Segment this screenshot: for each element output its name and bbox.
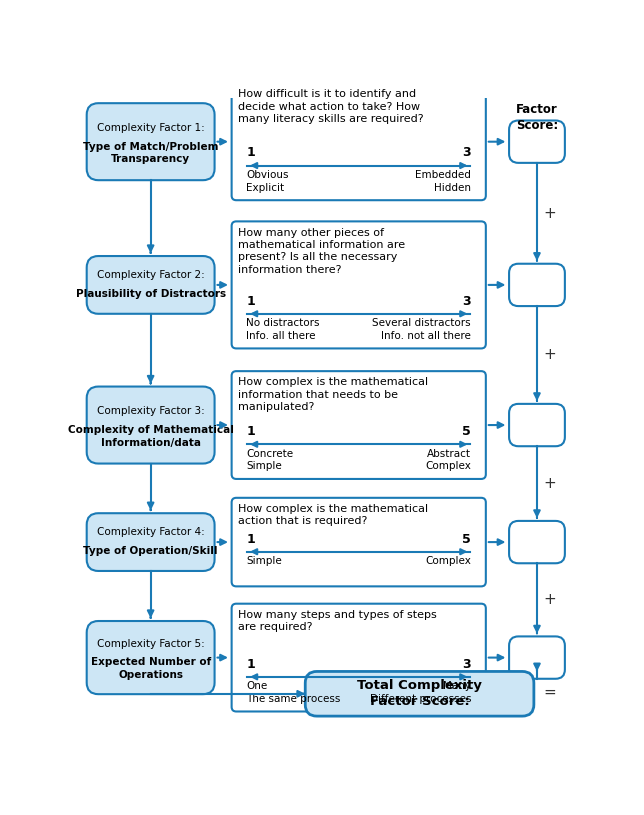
Text: Complexity Factor 2:: Complexity Factor 2: [97,270,205,280]
FancyBboxPatch shape [87,513,214,571]
Text: Many
Different processes: Many Different processes [370,681,471,704]
Text: +: + [543,347,556,363]
FancyBboxPatch shape [305,672,534,716]
Text: How complex is the mathematical
information that needs to be
manipulated?: How complex is the mathematical informat… [238,377,428,412]
Text: 1: 1 [247,658,255,671]
Text: 5: 5 [462,532,471,545]
Text: Factor
Score:: Factor Score: [516,104,558,132]
FancyBboxPatch shape [87,104,214,180]
Text: 1: 1 [247,295,255,307]
Text: Complex: Complex [425,557,471,566]
FancyBboxPatch shape [232,371,486,479]
FancyBboxPatch shape [232,83,486,200]
Text: Complexity Factor 3:: Complexity Factor 3: [97,406,205,416]
FancyBboxPatch shape [87,256,214,314]
Text: +: + [543,476,556,491]
Text: 3: 3 [462,147,471,160]
FancyBboxPatch shape [509,264,565,306]
FancyBboxPatch shape [87,386,214,464]
Text: Obvious
Explicit: Obvious Explicit [247,170,289,192]
Text: Abstract
Complex: Abstract Complex [425,449,471,471]
Text: Complexity Factor 1:: Complexity Factor 1: [97,123,205,133]
Text: Simple: Simple [247,557,282,566]
FancyBboxPatch shape [509,404,565,447]
FancyBboxPatch shape [509,521,565,563]
Text: Complexity of Mathematical
Information/data: Complexity of Mathematical Information/d… [68,425,234,447]
Text: Complexity Factor 4:: Complexity Factor 4: [97,526,205,537]
Text: Embedded
Hidden: Embedded Hidden [415,170,471,192]
Text: 3: 3 [462,658,471,671]
Text: 1: 1 [247,425,255,438]
Text: 1: 1 [247,532,255,545]
Text: Plausibility of Distractors: Plausibility of Distractors [75,289,225,298]
FancyBboxPatch shape [87,621,214,694]
Text: +: + [543,206,556,221]
FancyBboxPatch shape [509,121,565,163]
Text: No distractors
Info. all there: No distractors Info. all there [247,319,320,341]
Text: Expected Number of
Operations: Expected Number of Operations [91,658,211,680]
Text: 3: 3 [462,295,471,307]
Text: =: = [543,685,556,700]
Text: How difficult is it to identify and
decide what action to take? How
many literac: How difficult is it to identify and deci… [238,90,424,124]
Text: Type of Operation/Skill: Type of Operation/Skill [83,546,218,556]
FancyBboxPatch shape [232,604,486,711]
Text: Complexity Factor 5:: Complexity Factor 5: [97,640,205,650]
Text: Concrete
Simple: Concrete Simple [247,449,294,471]
Text: 1: 1 [247,147,255,160]
Text: One
The same process: One The same process [247,681,341,704]
Text: Total Complexity
Factor Score:: Total Complexity Factor Score: [357,679,482,708]
Text: Several distractors
Info. not all there: Several distractors Info. not all there [372,319,471,341]
FancyBboxPatch shape [509,637,565,679]
FancyBboxPatch shape [232,222,486,349]
Text: 5: 5 [462,425,471,438]
Text: +: + [543,593,556,607]
Text: How many other pieces of
mathematical information are
present? Is all the necess: How many other pieces of mathematical in… [238,227,405,275]
Text: How complex is the mathematical
action that is required?: How complex is the mathematical action t… [238,504,428,526]
Text: Type of Match/Problem
Transparency: Type of Match/Problem Transparency [83,142,218,165]
FancyBboxPatch shape [232,498,486,586]
Text: How many steps and types of steps
are required?: How many steps and types of steps are re… [238,610,437,632]
